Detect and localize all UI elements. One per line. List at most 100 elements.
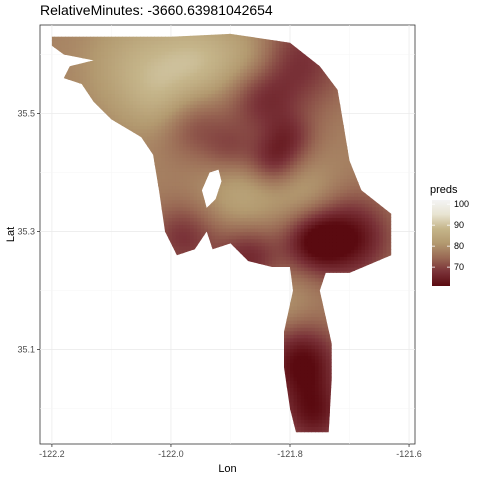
surface-cell bbox=[140, 79, 145, 84]
surface-cell bbox=[182, 206, 188, 211]
surface-cell bbox=[168, 213, 173, 218]
surface-cell bbox=[79, 65, 84, 70]
surface-cell bbox=[161, 153, 166, 158]
surface-cell bbox=[172, 174, 177, 180]
surface-cell bbox=[179, 228, 184, 233]
surface-cell bbox=[172, 135, 177, 141]
surface-cell bbox=[175, 118, 180, 123]
surface-cell bbox=[136, 118, 141, 123]
surface-cell bbox=[118, 36, 123, 41]
surface-cell bbox=[165, 164, 170, 169]
surface-cell bbox=[86, 40, 91, 45]
surface-cell bbox=[143, 121, 148, 126]
surface-cell bbox=[165, 157, 170, 162]
surface-cell bbox=[118, 89, 123, 95]
surface-cell bbox=[186, 135, 191, 141]
surface-cell bbox=[143, 43, 148, 49]
surface-cell bbox=[154, 107, 159, 112]
surface-cell bbox=[143, 79, 148, 84]
surface-cell bbox=[129, 86, 134, 91]
surface-cell bbox=[125, 65, 130, 70]
surface-cell bbox=[161, 199, 166, 204]
surface-cell bbox=[129, 114, 134, 119]
surface-cell bbox=[140, 36, 145, 41]
surface-cell bbox=[168, 235, 173, 240]
surface-cell bbox=[168, 181, 173, 187]
surface-cell bbox=[82, 43, 88, 49]
surface-cell bbox=[111, 61, 116, 66]
surface-cell bbox=[165, 139, 170, 144]
surface-cell bbox=[150, 132, 155, 137]
surface-cell bbox=[147, 36, 152, 41]
surface-cell bbox=[161, 89, 166, 95]
surface-cell bbox=[147, 143, 152, 148]
surface-cell bbox=[172, 93, 177, 98]
surface-cell bbox=[79, 40, 84, 45]
surface-cell bbox=[154, 143, 159, 148]
surface-cell bbox=[175, 79, 180, 84]
surface-cell bbox=[175, 249, 180, 254]
surface-cell bbox=[168, 36, 173, 41]
surface-cell bbox=[179, 47, 184, 52]
surface-cell bbox=[143, 58, 148, 63]
surface-cell bbox=[132, 121, 138, 126]
surface-cell bbox=[132, 40, 138, 45]
surface-cell bbox=[186, 174, 191, 180]
surface-cell bbox=[175, 228, 180, 233]
surface-cell bbox=[186, 185, 191, 190]
surface-cell bbox=[168, 89, 173, 95]
surface-cell bbox=[132, 114, 138, 119]
surface-cell bbox=[140, 82, 145, 87]
surface-cell bbox=[154, 121, 159, 126]
surface-cell bbox=[150, 118, 155, 123]
surface-cell bbox=[136, 97, 141, 102]
surface-cell bbox=[179, 135, 184, 141]
surface-cell bbox=[161, 107, 166, 112]
surface-cell bbox=[179, 210, 184, 215]
surface-cell bbox=[93, 86, 98, 91]
surface-cell bbox=[147, 125, 152, 130]
surface-cell bbox=[154, 54, 159, 59]
surface-cell bbox=[165, 79, 170, 84]
surface-cell bbox=[182, 40, 188, 45]
surface-cell bbox=[182, 217, 188, 222]
surface-cell bbox=[107, 82, 113, 87]
surface-cell bbox=[154, 89, 159, 95]
surface-cell bbox=[172, 68, 177, 73]
surface-cell bbox=[72, 43, 77, 49]
surface-cell bbox=[157, 65, 163, 70]
surface-cell bbox=[168, 139, 173, 144]
surface-cell bbox=[107, 114, 113, 119]
surface-cell bbox=[132, 86, 138, 91]
surface-cell bbox=[132, 118, 138, 123]
surface-cell bbox=[179, 242, 184, 247]
surface-cell bbox=[157, 54, 163, 59]
surface-cell bbox=[143, 97, 148, 102]
surface-cell bbox=[179, 249, 184, 254]
surface-cell bbox=[136, 50, 141, 56]
surface-cell bbox=[172, 199, 177, 204]
surface-cell bbox=[157, 58, 163, 63]
surface-cell bbox=[157, 181, 163, 187]
surface-cell bbox=[118, 40, 123, 45]
surface-cell bbox=[157, 118, 163, 123]
surface-cell bbox=[115, 82, 120, 87]
surface-cell bbox=[154, 125, 159, 130]
surface-cell bbox=[161, 160, 166, 165]
surface-cell bbox=[118, 121, 123, 126]
surface-cell bbox=[115, 93, 120, 98]
surface-cell bbox=[100, 79, 105, 84]
surface-cell bbox=[122, 118, 127, 123]
surface-cell bbox=[172, 72, 177, 77]
surface-cell bbox=[165, 47, 170, 52]
surface-cell bbox=[122, 93, 127, 98]
surface-cell bbox=[93, 43, 98, 49]
surface-cell bbox=[182, 65, 188, 70]
surface-cell bbox=[168, 238, 173, 243]
surface-cell bbox=[172, 111, 177, 116]
surface-cell bbox=[115, 43, 120, 49]
surface-cell bbox=[154, 68, 159, 73]
surface-cell bbox=[104, 65, 109, 70]
surface-cell bbox=[104, 93, 109, 98]
surface-cell bbox=[75, 75, 80, 80]
